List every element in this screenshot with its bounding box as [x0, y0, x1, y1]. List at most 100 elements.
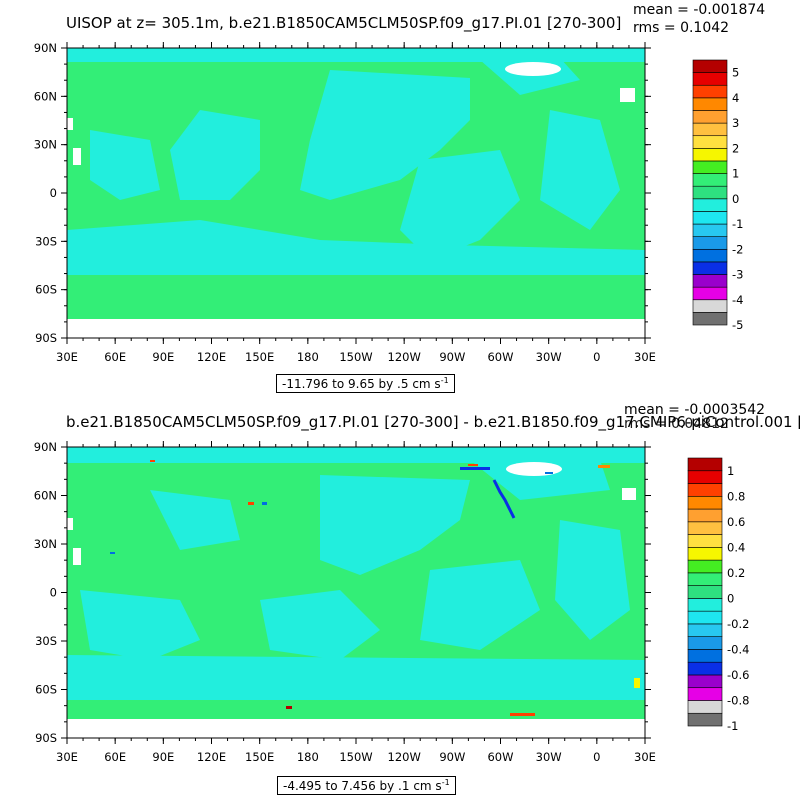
lon-label: 30E — [56, 350, 78, 364]
lon-label: 60E — [104, 750, 126, 764]
lat-label: 30N — [34, 138, 57, 152]
panel-2-title: b.e21.B1850CAM5CLM50SP.f09_g17.PI.01 [27… — [66, 413, 800, 431]
lat-label: 60N — [34, 489, 57, 503]
colorbar-swatch — [692, 135, 728, 149]
lat-label: 90N — [34, 41, 57, 55]
colorbar-swatch — [687, 623, 723, 637]
colorbar-swatch — [692, 110, 728, 124]
panel-2-axes: 90N 60N 30N 0 30S 60S 90S 30E 60E 90E 120E 150E 180 1… — [34, 440, 656, 764]
colorbar-swatch — [687, 649, 723, 663]
lon-label: 180 — [297, 750, 319, 764]
lon-label: 60E — [104, 350, 126, 364]
ice-patch-4 — [67, 118, 73, 130]
panel-2-rms: rms = 0.04812 — [624, 416, 729, 432]
colorbar-label: 1 — [727, 464, 734, 478]
panel-1-title: UISOP at z= 305.1m, b.e21.B1850CAM5CLM50… — [66, 14, 622, 32]
colorbar-label: 2 — [732, 141, 739, 155]
lon-label: 60W — [487, 750, 513, 764]
lon-label: 150W — [339, 750, 372, 764]
lon-label: 0 — [593, 750, 600, 764]
colorbar-label: 4 — [732, 91, 739, 105]
ice-patch-2 — [622, 488, 636, 500]
panel-1-range-text: -11.796 to 9.65 by .5 cm s — [282, 377, 441, 391]
lon-label: 180 — [297, 350, 319, 364]
lat-label: 60N — [34, 89, 57, 103]
panel-1-rms: rms = 0.1042 — [633, 20, 730, 36]
panel-1-map: 90N 60N 30N 0 30S 60S 90S 30E 60E 90E 120E 150E 180 1… — [34, 41, 744, 364]
panel-2-map: 90N 60N 30N 0 30S 60S 90S 30E 60E 90E 120E 150E 180 1… — [34, 440, 750, 764]
ice-patch-3 — [73, 148, 81, 165]
ice-patch — [505, 62, 561, 76]
map-panel-1: UISOP at z= 305.1m, b.e21.B1850CAM5CLM50… — [34, 2, 766, 393]
lon-label: 90E — [152, 350, 174, 364]
colorbar-swatch — [692, 160, 728, 174]
panel-2-range-text: -4.495 to 7.456 by .1 cm s — [283, 779, 442, 793]
lat-label: 30S — [35, 234, 57, 248]
colorbar-label: 5 — [732, 66, 739, 80]
lon-label: 120E — [197, 350, 226, 364]
panel-1-axes: 90N 60N 30N 0 30S 60S 90S 30E 60E 90E 120E 150E 180 1… — [34, 41, 656, 364]
colorbar-label: 1 — [732, 167, 739, 181]
lon-label: 30W — [536, 750, 562, 764]
panel-2-range-exp: -1 — [441, 778, 450, 787]
lat-label: 30N — [34, 537, 57, 551]
lon-label: 30E — [56, 750, 78, 764]
colorbar-swatch — [692, 261, 728, 275]
colorbar-label: -2 — [732, 242, 743, 256]
colorbar-swatch — [692, 97, 728, 111]
colorbar-swatch — [692, 198, 728, 212]
colorbar-swatch — [692, 148, 728, 162]
panel-1-colorbar: 5 4 3 2 1 0 -1 -2 -3 -4 -5 — [692, 59, 743, 332]
lon-label: 90W — [439, 350, 465, 364]
colorbar-swatch — [692, 286, 728, 301]
colorbar-swatch — [687, 636, 723, 650]
lat-label: 60S — [35, 683, 57, 697]
panel-1-mean: mean = -0.001874 — [633, 2, 766, 18]
panel-2-colorbar: 1 0.8 0.6 0.4 0.2 0 -0.2 -0.4 -0.6 -0.8 -1 — [687, 457, 749, 733]
colorbar-swatch — [687, 674, 723, 689]
colorbar-label: -0.2 — [727, 617, 749, 631]
colorbar-swatch — [692, 312, 728, 326]
lon-label: 120W — [388, 350, 421, 364]
colorbar-label: 0.2 — [727, 566, 745, 580]
lat-label: 0 — [50, 586, 57, 600]
colorbar-swatch — [692, 211, 728, 225]
panel-2-range-box: -4.495 to 7.456 by .1 cm s-1 — [277, 776, 456, 795]
lon-label: 90E — [152, 750, 174, 764]
colorbar-swatch — [692, 122, 728, 137]
field-cyan-regions — [67, 48, 645, 275]
colorbar-swatch — [687, 610, 723, 625]
panel-2-mean: mean = -0.0003542 — [624, 402, 766, 418]
panel-1-plot-area — [66, 47, 646, 339]
colorbar-swatch — [687, 508, 723, 523]
colorbar-swatch — [692, 248, 728, 263]
lon-label: 0 — [593, 350, 600, 364]
colorbar-label: 0.8 — [727, 489, 745, 503]
colorbar-swatch — [687, 470, 723, 484]
anomaly-specks — [110, 460, 640, 716]
lon-label: 30E — [634, 350, 656, 364]
lon-label: 150E — [245, 750, 274, 764]
ice-patch-2 — [620, 88, 635, 102]
colorbar-swatch — [687, 700, 723, 714]
colorbar-swatch — [687, 585, 723, 599]
lon-label: 120E — [197, 750, 226, 764]
ice-patch — [506, 462, 562, 476]
colorbar-swatch — [692, 274, 728, 288]
colorbar-label: -0.8 — [727, 693, 749, 707]
colorbar-label: 3 — [732, 116, 739, 130]
lon-label: 150E — [245, 350, 274, 364]
lat-label: 60S — [35, 283, 57, 297]
lon-label: 60W — [487, 350, 513, 364]
map-panel-2: b.e21.B1850CAM5CLM50SP.f09_g17.PI.01 [27… — [0, 400, 800, 800]
colorbar-label: 0.4 — [727, 540, 745, 554]
colorbar-label: -1 — [732, 217, 743, 231]
lat-label: 0 — [50, 186, 57, 200]
colorbar-swatch — [687, 559, 723, 574]
field-cyan-regions — [67, 447, 645, 700]
ice-patch-3 — [73, 548, 81, 565]
panel-2-plot-area — [66, 446, 646, 739]
colorbar-swatch — [692, 223, 728, 237]
colorbar-label: -3 — [732, 268, 743, 282]
colorbar-label: 0 — [732, 192, 739, 206]
